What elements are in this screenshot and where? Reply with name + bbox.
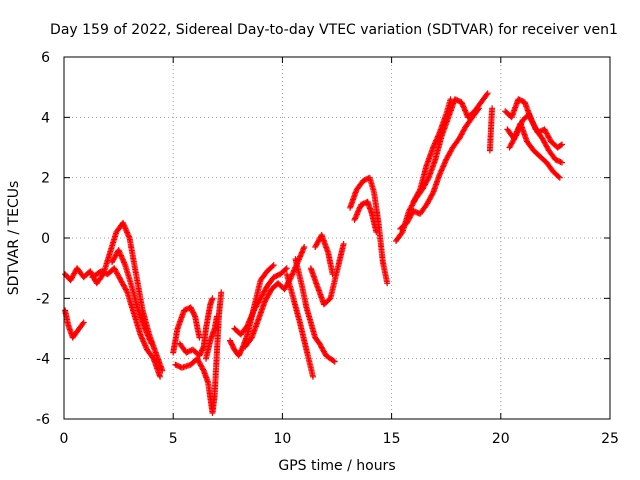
data-point [310, 373, 316, 380]
grid [64, 57, 610, 419]
y-tick-label: -4 [36, 352, 50, 368]
x-tick-label: 15 [383, 431, 401, 447]
y-tick-label: -2 [36, 291, 50, 307]
data-point [513, 132, 520, 139]
data-point [373, 229, 380, 235]
data-point [429, 191, 436, 198]
x-tick-label: 25 [601, 431, 619, 447]
data-point [559, 159, 565, 166]
data-point [528, 116, 535, 123]
x-tick-label: 5 [169, 431, 178, 447]
data-point [123, 288, 130, 294]
x-tick-label: 20 [492, 431, 510, 447]
data-point [340, 241, 347, 247]
data-point [484, 90, 491, 97]
data-point [283, 265, 290, 272]
y-tick-label: 0 [41, 231, 50, 247]
data-point [270, 262, 277, 269]
data-point [80, 319, 87, 326]
data-point [517, 122, 524, 129]
data-point [301, 244, 308, 250]
data-point [148, 340, 155, 347]
x-tick-label: 0 [60, 431, 69, 447]
y-tick-label: 2 [41, 171, 50, 187]
data-point [121, 222, 128, 229]
data-point [331, 358, 338, 365]
y-tick-label: 6 [41, 50, 50, 66]
data-point [218, 289, 225, 296]
data-point [556, 174, 563, 181]
data-point [425, 176, 431, 182]
data-point [157, 373, 164, 380]
chart-title: Day 159 of 2022, Sidereal Day-to-day VTE… [50, 22, 618, 38]
tick-labels: 0 5 10 15 20 25 -6 -4 -2 0 2 4 6 [36, 50, 619, 447]
data-point [269, 263, 276, 270]
data-point [329, 271, 336, 278]
data-point [330, 357, 337, 364]
data-point [555, 173, 562, 180]
y-tick-label: 4 [41, 110, 50, 126]
plot-frame [63, 56, 611, 420]
y-tick-label: -6 [36, 412, 50, 428]
data-point [79, 320, 86, 327]
data-point [559, 141, 565, 148]
data-point [486, 147, 493, 154]
data-point [475, 106, 481, 113]
data-point [213, 313, 220, 320]
data-point [282, 266, 289, 273]
data-point [447, 96, 454, 103]
data-point [209, 295, 216, 302]
y-axis-label: SDTVAR / TECUs [6, 181, 22, 296]
data-point [200, 366, 206, 373]
data-point [109, 257, 116, 264]
data-point [543, 143, 550, 150]
data-point [515, 96, 522, 103]
data-marks [62, 90, 565, 416]
data-point [557, 142, 564, 149]
x-tick-label: 10 [273, 431, 291, 447]
data-point [483, 91, 490, 98]
data-point [510, 137, 517, 144]
data-point [384, 280, 391, 287]
x-axis-label: GPS time / hours [278, 458, 395, 474]
data-point [476, 105, 482, 112]
data-point [196, 334, 203, 341]
data-point [68, 275, 75, 282]
